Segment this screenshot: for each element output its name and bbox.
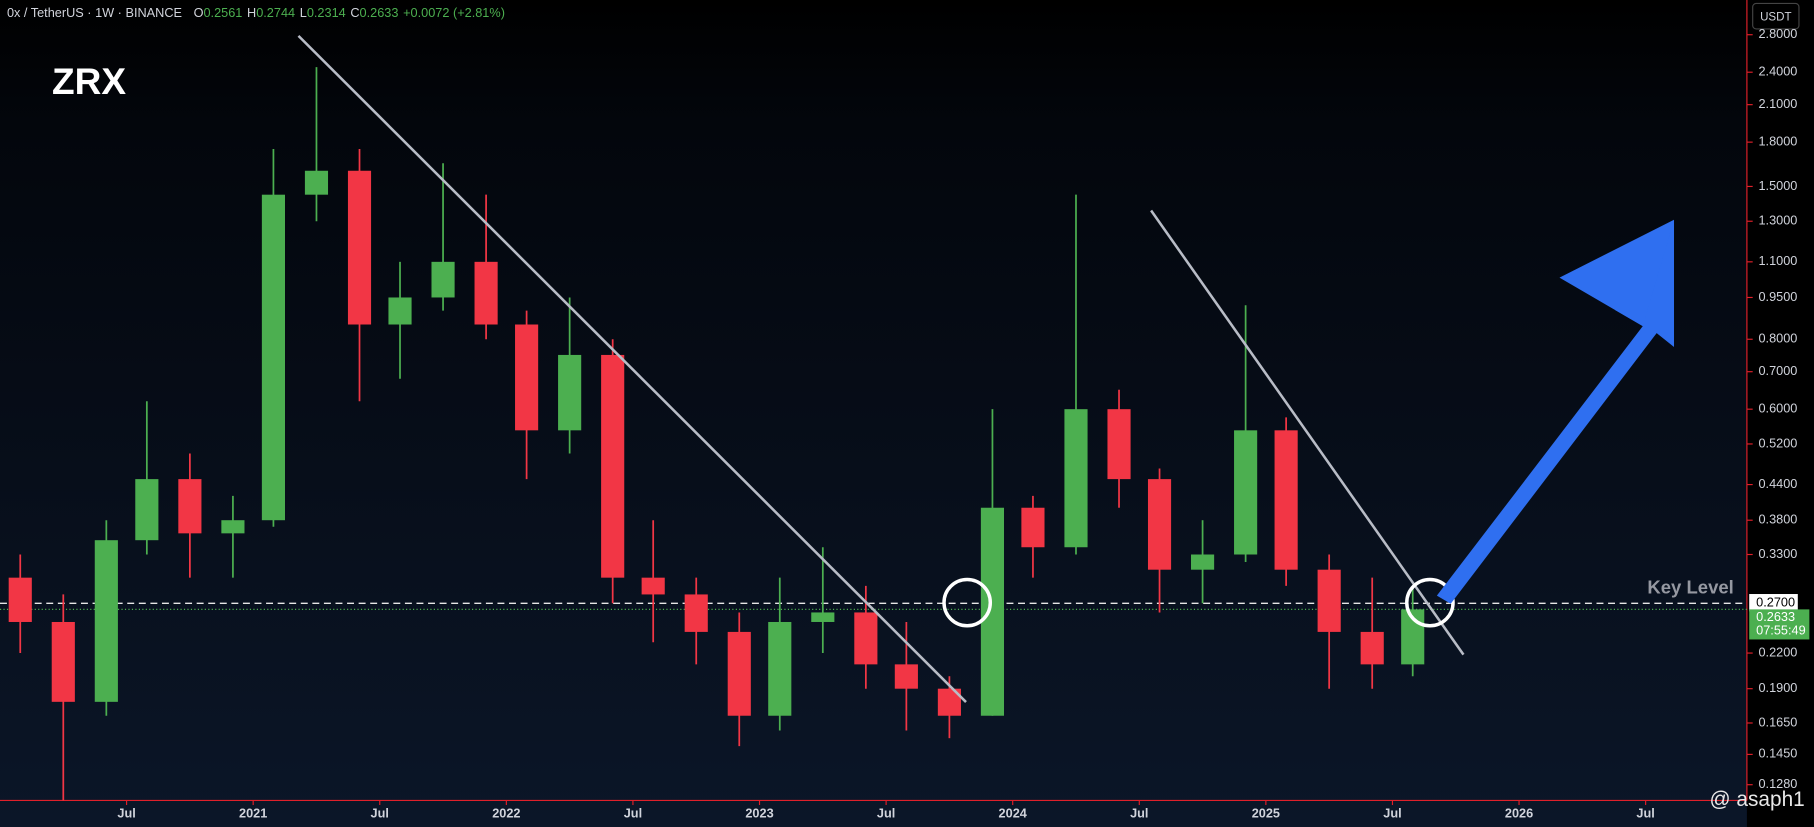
y-tick-label: 0.7000 xyxy=(1758,363,1797,378)
candle-body xyxy=(811,612,835,622)
candle-body xyxy=(1107,409,1131,480)
y-tick-label: 2.1000 xyxy=(1758,96,1797,111)
last-price-badge xyxy=(1749,609,1810,640)
grid xyxy=(0,34,1753,806)
candle-body xyxy=(1317,569,1341,632)
candle-body xyxy=(388,297,412,325)
candle-body xyxy=(558,354,582,431)
trendline xyxy=(297,34,967,703)
key-level-badge xyxy=(1749,594,1798,612)
header: 0x / TetherUS · 1W · BINANCE O0.2561 H0.27… xyxy=(7,5,505,20)
ohlc-value: 0.2561 xyxy=(203,5,242,20)
y-tick-label: 0.3800 xyxy=(1758,512,1797,527)
candle-body xyxy=(980,507,1005,716)
candle-body xyxy=(1147,479,1172,570)
candle-body xyxy=(135,479,159,541)
x-tick-label: Jul xyxy=(624,806,642,821)
x-tick-label: Jul xyxy=(1130,806,1148,821)
currency[interactable]: USDT xyxy=(1760,11,1791,23)
candles xyxy=(8,67,1425,801)
candle-body xyxy=(854,612,878,665)
x-tick-label: Jul xyxy=(1383,806,1401,821)
key-level-text: Key Level xyxy=(1647,577,1733,598)
x-tick-label: Jul xyxy=(877,806,895,821)
y-tick-label: 1.8000 xyxy=(1758,133,1797,148)
ohlc-value: 0.2744 xyxy=(256,5,295,20)
y-tick-label: 2.8000 xyxy=(1758,26,1797,41)
key-level-label: 0.2700 xyxy=(1756,595,1795,610)
y-tick-label: 0.6000 xyxy=(1758,401,1797,416)
candle-body xyxy=(937,688,961,716)
candle-body xyxy=(894,664,918,689)
arrow-head xyxy=(1559,219,1675,327)
price-axis-panel xyxy=(1746,0,1814,827)
watermark: @ asaph1 xyxy=(1710,788,1805,811)
candle-body xyxy=(1064,409,1088,548)
ohlc-key: O xyxy=(194,5,204,20)
candle-body xyxy=(474,261,498,325)
candle-body xyxy=(221,520,245,534)
highlight-circle xyxy=(1405,577,1455,628)
x-tick-label: 2021 xyxy=(239,806,267,821)
ohlc-key: C xyxy=(350,5,359,20)
symbol: 0x / TetherUS · 1W · BINANCE xyxy=(7,5,182,20)
candle-body xyxy=(1191,554,1215,570)
y-tick-label: 0.1450 xyxy=(1758,746,1797,761)
y-tick-label: 1.1000 xyxy=(1758,253,1797,268)
drawings xyxy=(297,34,1675,703)
y-tick-label: 1.3000 xyxy=(1758,213,1797,228)
last-price-label: 0.2633 xyxy=(1756,609,1795,624)
y-tick-label: 0.3300 xyxy=(1758,546,1797,561)
y-tick-label: 0.9500 xyxy=(1758,289,1797,304)
candle-body xyxy=(261,194,285,521)
x-tick-label: Jul xyxy=(371,806,389,821)
y-tick-label: 0.8000 xyxy=(1758,331,1797,346)
candle-body xyxy=(347,170,372,325)
y-tick-label: 0.4400 xyxy=(1758,476,1797,491)
y-tick-label: 0.2200 xyxy=(1758,644,1797,659)
x-tick-label: 2022 xyxy=(492,806,520,821)
currency-button[interactable] xyxy=(1752,2,1800,30)
candle-body xyxy=(684,594,708,632)
chart-title: ZRX xyxy=(52,60,126,102)
candle-body xyxy=(8,577,32,622)
ohlc: O0.2561 H0.2744 L0.2314 C0.2633 xyxy=(194,5,399,20)
y-tick-label: 0.1280 xyxy=(1758,776,1797,791)
candle-body xyxy=(641,577,665,595)
trendline xyxy=(1150,209,1465,656)
candle-body xyxy=(1274,430,1298,570)
x-tick-label: Jul xyxy=(1636,806,1654,821)
ohlc-key: H xyxy=(247,5,256,20)
candle-body xyxy=(304,170,329,195)
ohlc-value: 0.2314 xyxy=(307,5,346,20)
candle-body xyxy=(515,324,539,431)
change: +0.0072 (+2.81%) xyxy=(403,5,505,20)
y-tick-label: 1.5000 xyxy=(1758,178,1797,193)
x-tick-label: 2025 xyxy=(1252,806,1280,821)
candle-body xyxy=(178,479,202,534)
candle-body xyxy=(768,621,792,716)
x-tick-label: Jul xyxy=(117,806,135,821)
ohlc-key: L xyxy=(300,5,307,20)
x-tick-label: 2024 xyxy=(999,806,1027,821)
candle-body xyxy=(51,621,75,702)
candle-body xyxy=(431,261,455,298)
candle-body xyxy=(94,540,118,702)
y-tick-label: 0.1900 xyxy=(1758,680,1797,695)
candle-body xyxy=(1021,507,1045,548)
candle-body xyxy=(1234,430,1258,555)
highlight-circle xyxy=(942,577,993,628)
y-tick-label: 0.1650 xyxy=(1758,714,1797,729)
countdown: 07:55:49 xyxy=(1756,623,1806,638)
x-tick-label: 2023 xyxy=(745,806,773,821)
y-tick-label: 0.5200 xyxy=(1758,435,1797,450)
candle-body xyxy=(727,631,751,716)
y-tick-label: 2.4000 xyxy=(1758,64,1797,79)
ohlc-value: 0.2633 xyxy=(360,5,399,20)
x-tick-label: 2026 xyxy=(1505,806,1533,821)
candle-body xyxy=(1360,631,1384,665)
candle-body xyxy=(601,354,625,578)
